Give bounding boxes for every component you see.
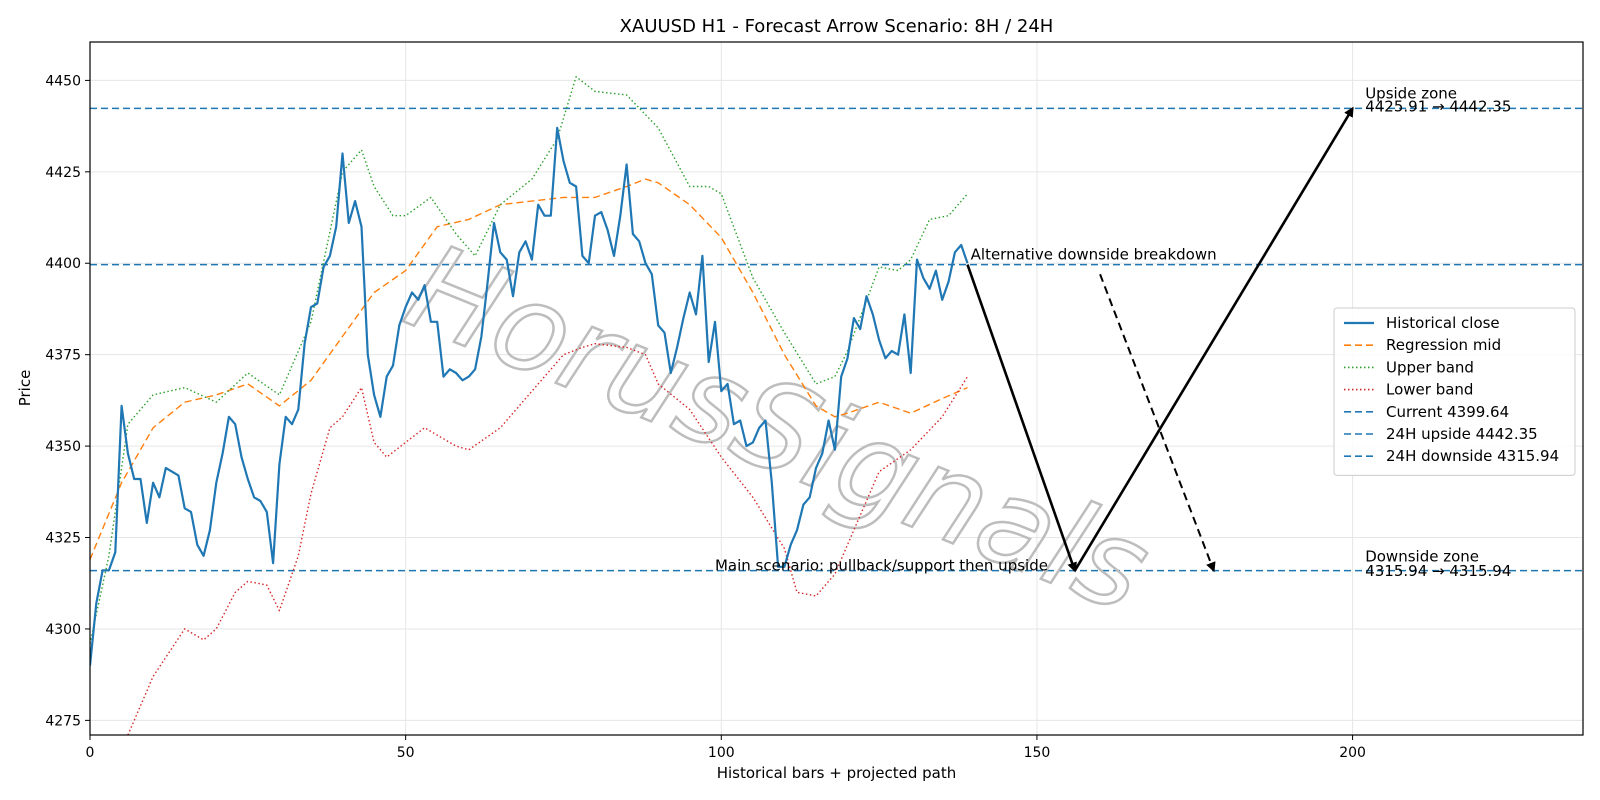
x-axis-ticks: 0 50 100 150 200 — [86, 735, 1366, 761]
y-tick-label: 4400 — [45, 256, 81, 272]
y-tick-label: 4350 — [45, 439, 81, 455]
regression-mid-line — [90, 178, 968, 560]
annotation-text: 4315.94 → 4315.94 — [1365, 562, 1511, 580]
annotation-text: Upside zone — [1365, 85, 1457, 103]
chart-title: XAUUSD H1 - Forecast Arrow Scenario: 8H … — [620, 16, 1054, 37]
y-tick-label: 4275 — [45, 713, 81, 729]
reference-lines — [90, 107, 1583, 572]
upper-band-line — [90, 75, 969, 644]
y-axis-label: Price — [16, 370, 34, 407]
plot-frame — [89, 41, 1584, 736]
legend-frame — [1333, 307, 1576, 476]
x-axis-label: Historical bars + projected path — [717, 764, 957, 782]
legend-label: Current 4399.64 — [1386, 403, 1509, 421]
x-tick-label: 0 — [86, 745, 95, 761]
y-tick-label: 4375 — [45, 348, 81, 364]
historical-close-line — [90, 126, 969, 666]
legend-label: 24H upside 4442.35 — [1386, 425, 1538, 443]
y-tick-label: 4300 — [45, 622, 81, 638]
y-tick-label: 4325 — [45, 531, 81, 547]
y-axis-ticks: 4275 4300 4325 4350 4375 4400 4425 4450 — [45, 73, 90, 729]
forecast-arrow — [966, 264, 1077, 573]
x-tick-label: 150 — [1024, 745, 1051, 761]
annotations-layer: Alternative downside breakdown Main scena… — [715, 85, 1511, 580]
legend-label: Historical close — [1386, 314, 1500, 332]
y-tick-label: 4450 — [45, 73, 81, 89]
legend-label: Upper band — [1386, 358, 1474, 376]
legend-label: 24H downside 4315.94 — [1386, 447, 1559, 465]
annotation-text: 4425.91 → 4442.35 — [1365, 97, 1511, 115]
x-tick-label: 50 — [397, 745, 415, 761]
annotation-text: Downside zone — [1365, 547, 1479, 565]
forecast-arrow — [1099, 273, 1216, 573]
x-tick-label: 100 — [708, 745, 735, 761]
x-tick-label: 200 — [1339, 745, 1366, 761]
series-layer — [90, 75, 969, 735]
forecast-arrow — [1073, 106, 1354, 572]
y-tick-label: 4425 — [45, 165, 81, 181]
legend-label: Regression mid — [1386, 336, 1501, 354]
annotation-text: Alternative downside breakdown — [971, 246, 1217, 264]
legend-label: Lower band — [1386, 381, 1473, 399]
legend: Historical close Regression mid Upper band… — [1333, 307, 1576, 476]
lower-band-line — [127, 343, 969, 735]
arrows-layer — [966, 106, 1354, 573]
annotation-text: Main scenario: pullback/support then ups… — [715, 556, 1048, 574]
